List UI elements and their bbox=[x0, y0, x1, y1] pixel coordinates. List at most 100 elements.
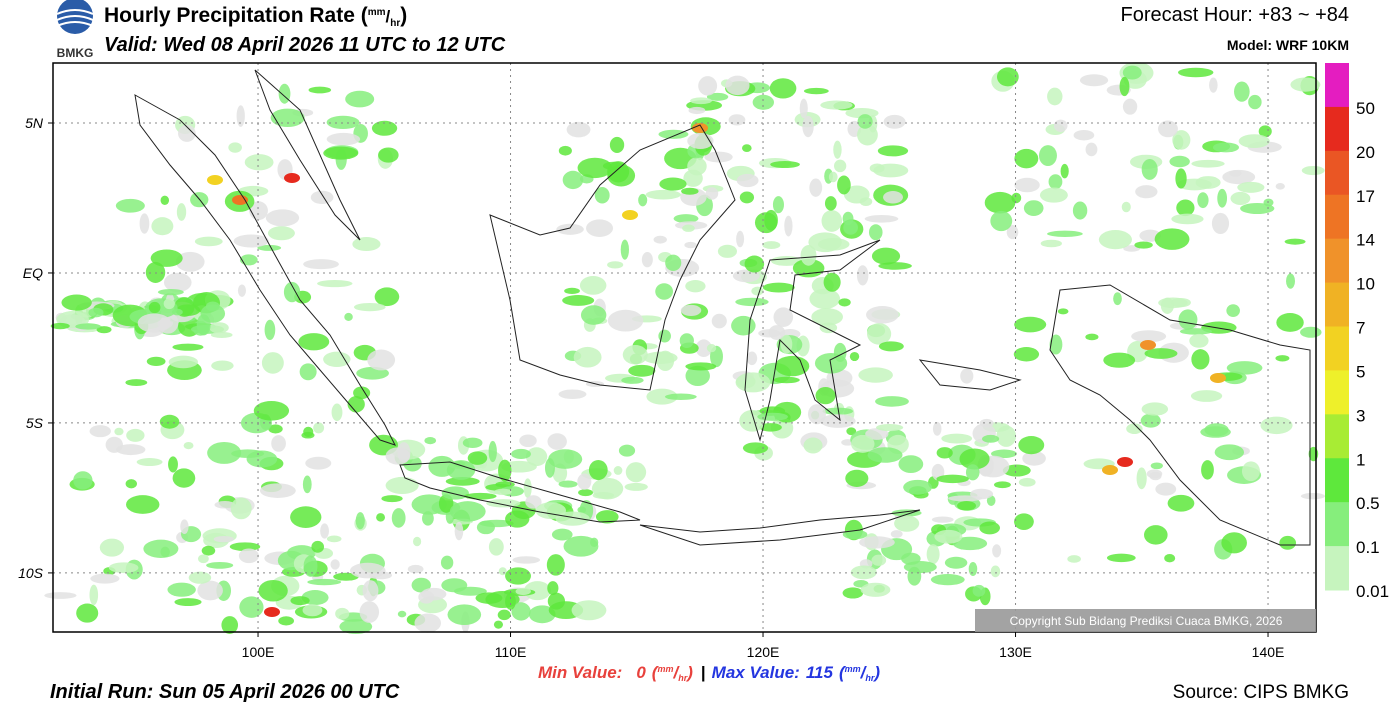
rain-cell bbox=[807, 404, 826, 425]
rain-cell bbox=[982, 434, 1000, 443]
y-tick-label: 5S bbox=[26, 415, 44, 431]
rain-cell bbox=[685, 365, 710, 386]
unit-num: mm bbox=[368, 7, 386, 18]
rain-cell bbox=[108, 562, 139, 574]
rain-cell bbox=[114, 427, 124, 436]
rain-cell bbox=[376, 513, 386, 522]
rain-cell bbox=[809, 288, 841, 310]
rain-cell bbox=[349, 562, 386, 579]
rain-cell bbox=[1144, 525, 1168, 545]
rain-cell bbox=[845, 107, 879, 119]
rain-cell bbox=[578, 489, 593, 497]
rain-cell bbox=[136, 458, 163, 467]
rain-cell bbox=[679, 333, 694, 349]
rain-cell bbox=[682, 224, 695, 232]
min-open: ( bbox=[652, 663, 660, 682]
rain-cell bbox=[742, 144, 752, 152]
rain-cell bbox=[1141, 402, 1169, 416]
rain-cell bbox=[449, 501, 486, 522]
rain-cell bbox=[690, 97, 712, 105]
rain-cell bbox=[1144, 348, 1178, 359]
rain-cell bbox=[1195, 176, 1221, 189]
rain-cell bbox=[446, 460, 476, 480]
rain-cell bbox=[385, 476, 419, 495]
rain-cell bbox=[194, 236, 223, 247]
rain-cell bbox=[625, 462, 647, 483]
rain-cell bbox=[1014, 513, 1034, 530]
rain-cell bbox=[991, 449, 1017, 459]
rain-cell bbox=[655, 283, 674, 300]
rain-cell bbox=[770, 161, 800, 169]
rain-cell bbox=[1300, 326, 1322, 338]
rain-cell bbox=[157, 288, 184, 296]
rain-cell bbox=[948, 495, 983, 502]
rain-cell bbox=[551, 528, 573, 541]
rain-cell bbox=[688, 106, 706, 115]
rain-cell bbox=[397, 610, 407, 618]
rain-cell bbox=[535, 502, 566, 519]
title-text: Hourly Precipitation Rate ( bbox=[104, 4, 368, 27]
rain-cell bbox=[638, 193, 648, 207]
rain-cell bbox=[1276, 313, 1304, 332]
rain-cell bbox=[742, 442, 769, 454]
rain-cell bbox=[126, 428, 145, 442]
x-tick-label: 120E bbox=[747, 644, 780, 660]
rain-cell bbox=[562, 295, 595, 306]
rain-cell bbox=[772, 196, 784, 214]
rain-cell bbox=[278, 616, 295, 626]
rain-cell bbox=[588, 459, 608, 481]
rain-cell bbox=[877, 145, 909, 157]
rain-cell bbox=[566, 121, 591, 138]
rain-cell bbox=[803, 87, 829, 95]
logo: BMKG bbox=[56, 0, 94, 60]
rain-cell bbox=[907, 566, 922, 586]
rain-cell bbox=[493, 620, 503, 629]
rain-cell bbox=[607, 261, 624, 269]
rain-cell bbox=[1079, 74, 1109, 87]
min-close: ) bbox=[685, 663, 693, 682]
rain-cell bbox=[73, 471, 93, 490]
rain-cell bbox=[352, 237, 381, 252]
rain-cell bbox=[126, 495, 160, 514]
rain-cell bbox=[1134, 241, 1153, 249]
rain-cell bbox=[850, 565, 877, 580]
rain-cell bbox=[367, 349, 396, 371]
rain-cell bbox=[1214, 444, 1245, 461]
rain-cell bbox=[151, 217, 174, 236]
rain-cell bbox=[1038, 145, 1057, 167]
rain-cell bbox=[378, 147, 399, 163]
colorbar-swatch bbox=[1325, 458, 1349, 503]
rain-cell bbox=[1155, 482, 1177, 496]
max-open: ( bbox=[839, 663, 847, 682]
rain-cell bbox=[609, 136, 625, 153]
rain-cell bbox=[244, 154, 274, 171]
rain-cell bbox=[867, 447, 903, 463]
rain-cell bbox=[932, 421, 942, 436]
rain-cell bbox=[687, 157, 707, 176]
rain-cell bbox=[271, 435, 286, 452]
rain-cell bbox=[1175, 168, 1187, 189]
rain-cell bbox=[592, 492, 615, 499]
rain-cell bbox=[547, 581, 559, 596]
rain-core bbox=[692, 123, 708, 133]
rain-cell bbox=[1150, 462, 1163, 470]
rain-core bbox=[1117, 457, 1133, 467]
rain-cell bbox=[1106, 553, 1136, 563]
rain-cell bbox=[762, 282, 795, 293]
rain-cell bbox=[873, 163, 909, 178]
rain-cell bbox=[497, 609, 511, 621]
rain-cell bbox=[1053, 119, 1068, 132]
rain-cell bbox=[833, 140, 842, 159]
rain-cell bbox=[685, 362, 717, 371]
rain-cell bbox=[1260, 416, 1293, 435]
rain-cell bbox=[475, 592, 503, 604]
rain-cell bbox=[555, 511, 590, 526]
rain-cell bbox=[200, 304, 226, 323]
model: Model: WRF 10KM bbox=[1227, 37, 1349, 53]
rain-cell bbox=[878, 341, 904, 352]
rain-cell bbox=[736, 230, 745, 248]
rain-cell bbox=[774, 355, 810, 377]
rain-cell bbox=[875, 424, 904, 432]
rain-cell bbox=[1113, 292, 1122, 306]
rain-cell bbox=[1169, 155, 1190, 168]
